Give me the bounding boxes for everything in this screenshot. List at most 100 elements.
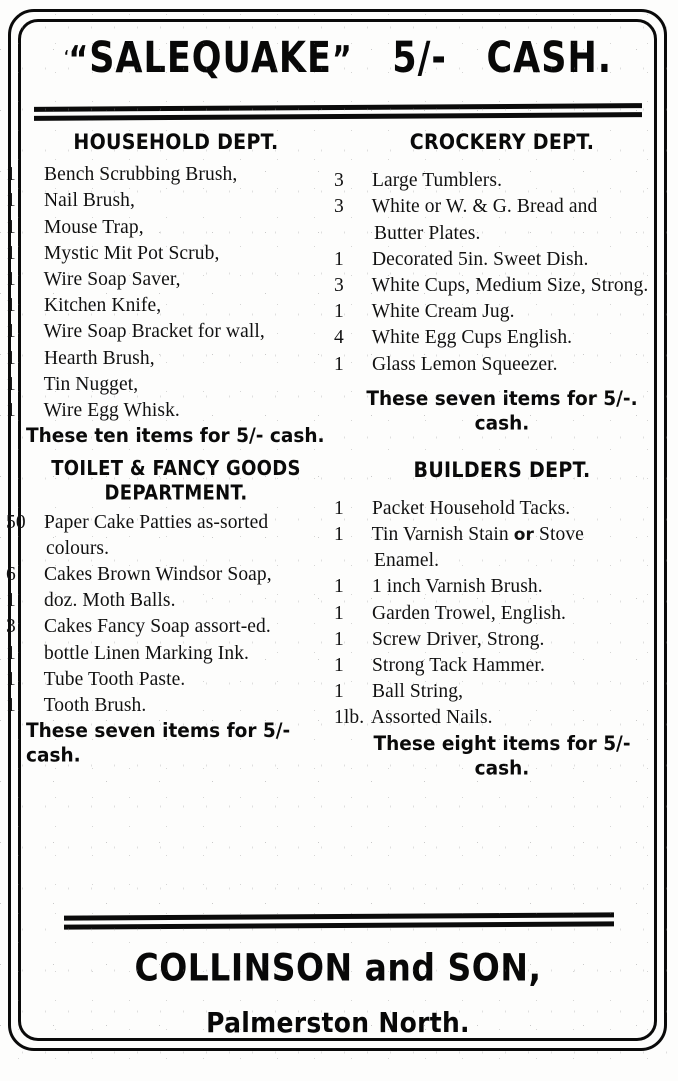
item-qty: 1 — [334, 655, 344, 676]
divider-line-top — [33, 103, 643, 112]
item-desc: Mouse Trap, — [43, 216, 144, 238]
item-desc: Wire Egg Whisk. — [43, 400, 180, 422]
item-qty: 1 — [334, 576, 344, 598]
list-item: 1 Tin Nugget, — [6, 372, 326, 398]
item-qty: 1 — [334, 681, 344, 703]
item-qty: 4 — [334, 327, 344, 349]
page-title: ‘“SALEQUAKE” 5/- CASH. — [26, 34, 650, 83]
item-qty: 1 — [6, 590, 16, 612]
section-total-crockery: These seven items for 5/-. cash. — [366, 387, 638, 435]
item-desc: Tin Varnish Stain — [371, 523, 514, 545]
inner-border — [18, 19, 657, 1041]
column-left: HOUSEHOLD DEPT. 1 Bench Scrubbing Brush,… — [6, 130, 338, 778]
item-qty: 3 — [334, 196, 344, 218]
item-list-crockery: 3 Large Tumblers. 3 White or W. & G. Bre… — [334, 168, 650, 378]
list-item: 1 Decorated 5in. Sweet Dish. — [334, 247, 650, 273]
item-qty: 1 — [6, 400, 16, 422]
item-qty: 1 — [6, 190, 16, 212]
item-qty: 1 — [334, 497, 344, 519]
item-desc: Strong Tack Hammer. — [371, 655, 545, 676]
list-item: 1lb. Assorted Nails. — [334, 705, 650, 731]
item-qty: 1lb. — [334, 707, 365, 729]
item-qty: 1 — [334, 523, 344, 545]
item-qty: 1 — [6, 642, 16, 664]
divider-line-bottom — [33, 112, 643, 121]
section-heading-crockery: CROCKERY DEPT. — [409, 130, 595, 155]
list-item: 1 Hearth Brush, — [6, 346, 326, 372]
list-item: 1 Nail Brush, — [6, 188, 326, 214]
item-desc: Cakes Fancy Soap assort-ed. — [43, 616, 271, 638]
list-item: 1 Tin Varnish Stain or Stove Enamel. — [334, 522, 650, 574]
column-right: CROCKERY DEPT. 3 Large Tumblers. 3 White… — [334, 130, 650, 780]
item-desc: Decorated 5in. Sweet Dish. — [371, 248, 589, 270]
item-desc: Mystic Mit Pot Scrub, — [43, 242, 220, 264]
item-desc: Tin Nugget, — [43, 373, 139, 395]
item-qty: 50 — [6, 511, 26, 533]
item-qty: 1 — [6, 321, 16, 343]
item-desc-continued: Stove Enamel. — [374, 523, 584, 572]
item-desc: Ball String, — [371, 681, 464, 703]
item-qty: 1 — [334, 602, 344, 624]
item-desc: White Cream Jug. — [371, 301, 515, 323]
list-item: 1 Bench Scrubbing Brush, — [6, 162, 326, 188]
list-item: 1 Ball String, — [334, 679, 650, 705]
list-item: 4 White Egg Cups English. — [334, 325, 650, 351]
item-desc: White Cups, Medium Size, Strong. — [371, 275, 649, 297]
item-desc: Large Tumblers. — [371, 170, 503, 192]
list-item: 1 White Cream Jug. — [334, 299, 650, 325]
item-qty: 1 — [6, 242, 16, 264]
footer-block: COLLINSON and SON, Palmerston North. — [26, 912, 650, 1038]
item-qty: 1 — [334, 353, 344, 375]
item-desc: Screw Driver, Strong. — [371, 628, 545, 650]
item-qty: 1 — [6, 164, 16, 186]
heading-line-1: TOILET & FANCY GOODS — [51, 456, 301, 481]
item-desc: Tooth Brush. — [43, 695, 147, 717]
item-desc: Wire Soap Saver, — [43, 269, 181, 291]
item-qty: 3 — [6, 616, 16, 638]
list-item: 1 Kitchen Knife, — [6, 293, 326, 319]
item-desc: doz. Moth Balls. — [43, 590, 176, 612]
footer-divider — [63, 912, 615, 931]
item-desc: Tube Tooth Paste. — [43, 668, 186, 690]
item-list-builders: 1 Packet Household Tacks. 1 Tin Varnish … — [334, 496, 650, 732]
item-qty: 1 — [6, 216, 16, 238]
item-desc: Bench Scrubbing Brush, — [43, 164, 238, 186]
item-qty: 3 — [334, 275, 344, 297]
item-qty: 1 — [6, 668, 16, 690]
list-item: 1 Mouse Trap, — [6, 215, 326, 241]
item-desc: Cakes Brown Windsor Soap, — [43, 564, 272, 585]
item-desc-emphasis: or — [513, 524, 535, 545]
list-item: 1 Packet Household Tacks. — [334, 496, 650, 522]
item-desc: White or W. & G. Bread and Butter Plates… — [371, 196, 598, 244]
section-total-builders: These eight items for 5/- cash. — [373, 732, 631, 780]
divider-line-bottom — [63, 921, 615, 930]
list-item: 1 Strong Tack Hammer. — [334, 653, 650, 679]
item-desc: Garden Trowel, English. — [371, 602, 567, 624]
outer-border — [8, 9, 667, 1051]
list-item: 3 Cakes Fancy Soap assort-ed. — [6, 614, 326, 640]
item-desc: Kitchen Knife, — [43, 295, 162, 317]
section-total-household: These ten items for 5/- cash. — [26, 425, 325, 448]
item-desc: Nail Brush, — [43, 190, 135, 212]
list-item: 1 Tooth Brush. — [6, 693, 326, 719]
list-item: 1 Wire Egg Whisk. — [6, 398, 326, 424]
section-heading-builders: BUILDERS DEPT. — [413, 457, 591, 483]
list-item: 3 Large Tumblers. — [334, 168, 650, 194]
heading-line-2: DEPARTMENT. — [104, 481, 248, 505]
list-item: 50 Paper Cake Patties as-sorted colours. — [6, 510, 326, 562]
list-item: 1 doz. Moth Balls. — [6, 588, 326, 614]
list-item: 1 Garden Trowel, English. — [334, 601, 650, 627]
list-item: 3 White or W. & G. Bread and Butter Plat… — [334, 194, 650, 246]
item-qty: 6 — [6, 564, 16, 585]
item-desc: White Egg Cups English. — [371, 327, 573, 349]
item-desc: Assorted Nails. — [370, 707, 493, 729]
list-item: 1 1 inch Varnish Brush. — [334, 574, 650, 600]
item-desc: bottle Linen Marking Ink. — [43, 642, 250, 664]
headline-price: 5/- — [392, 34, 447, 83]
item-desc: Packet Household Tacks. — [371, 497, 571, 519]
headline-tick: ‘ — [63, 47, 69, 65]
headline-block: ‘“SALEQUAKE” 5/- CASH. — [26, 26, 650, 104]
item-qty: 1 — [334, 301, 344, 323]
list-item: 3 White Cups, Medium Size, Strong. — [334, 273, 650, 299]
list-item: 1 Glass Lemon Squeezer. — [334, 352, 650, 378]
